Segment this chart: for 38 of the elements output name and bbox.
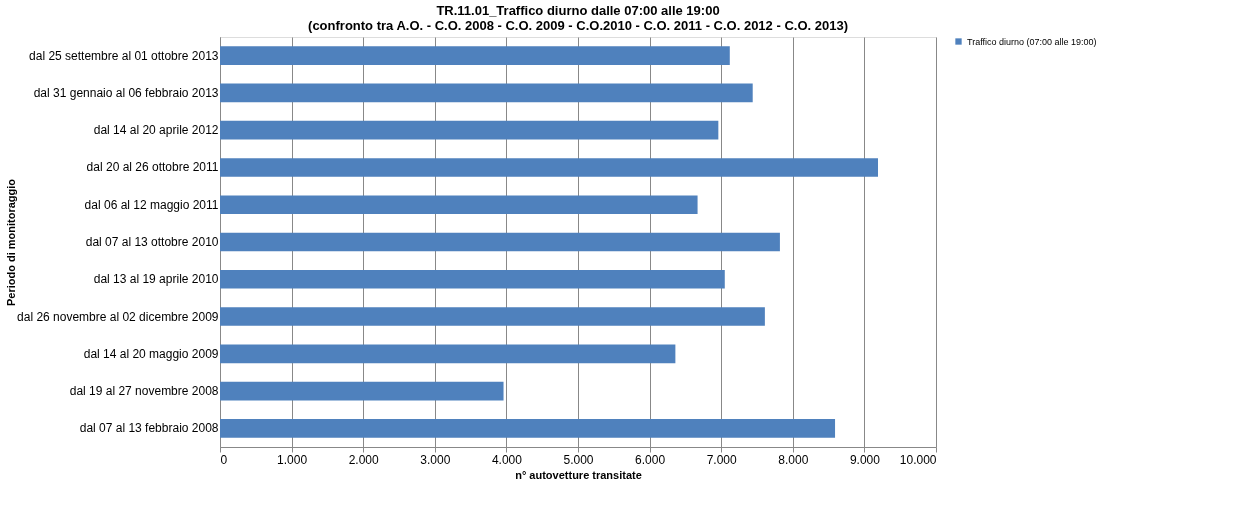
y-tick-label: dal 20 al 26 ottobre 2011 — [86, 160, 219, 175]
y-tick-label: dal 07 al 13 ottobre 2010 — [85, 235, 219, 249]
bar — [220, 158, 878, 177]
bar — [220, 344, 676, 364]
x-tick-label: 4.000 — [491, 452, 523, 467]
y-axis-title: Periodo di monitoraggio — [4, 178, 17, 307]
bar — [220, 419, 836, 438]
y-tick-label: dal 19 al 27 novembre 2008 — [69, 384, 219, 399]
y-tick-label: dal 07 al 13 febbraio 2008 — [79, 421, 219, 436]
x-tick-label: 7.000 — [706, 452, 738, 467]
y-tick-label: dal 25 settembre al 01 ottobre 2013 — [29, 48, 219, 63]
x-tick-label: 2.000 — [348, 452, 380, 467]
bar — [220, 269, 725, 289]
y-tick-label: dal 14 al 20 maggio 2009 — [83, 346, 219, 361]
text: TR.11.01_Traffico diurno dalle 07:00 alle 19:00 — [436, 3, 720, 18]
bar — [220, 83, 753, 103]
text: (confronto tra A.O. - C.O. 2008 - C.O. 2009 - C.O.2010 - C.O. 2011 - C.O. 2012 - C.O. 2013) — [308, 18, 848, 33]
bar — [220, 307, 765, 326]
x-tick-label: 6.000 — [635, 452, 666, 467]
bar — [220, 232, 780, 252]
x-tick-label: 3.000 — [420, 452, 451, 467]
x-axis-title: n° autovetture transitate — [515, 468, 642, 481]
bar — [220, 120, 719, 140]
y-tick-label: dal 14 al 20 aprile 2012 — [93, 123, 219, 138]
legend-label: Traffico diurno (07:00 alle 19:00) — [967, 36, 1097, 47]
bar — [220, 195, 698, 215]
y-tick-label: dal 26 novembre al 02 dicembre 2009 — [17, 309, 219, 324]
bar — [220, 381, 504, 401]
x-tick-label: 8.000 — [778, 452, 809, 467]
x-tick-label: 10.000 — [899, 452, 937, 467]
y-tick-label: dal 31 gennaio al 06 febbraio 2013 — [33, 85, 219, 100]
bar — [220, 46, 730, 65]
x-tick-label: 9.000 — [849, 452, 881, 467]
x-tick-label: 5.000 — [563, 452, 594, 467]
y-tick-label: dal 13 al 19 aprile 2010 — [93, 272, 219, 287]
x-tick-label: 1.000 — [277, 452, 308, 467]
x-tick-label: 0 — [220, 452, 228, 467]
y-tick-label: dal 06 al 12 maggio 2011 — [84, 197, 219, 212]
